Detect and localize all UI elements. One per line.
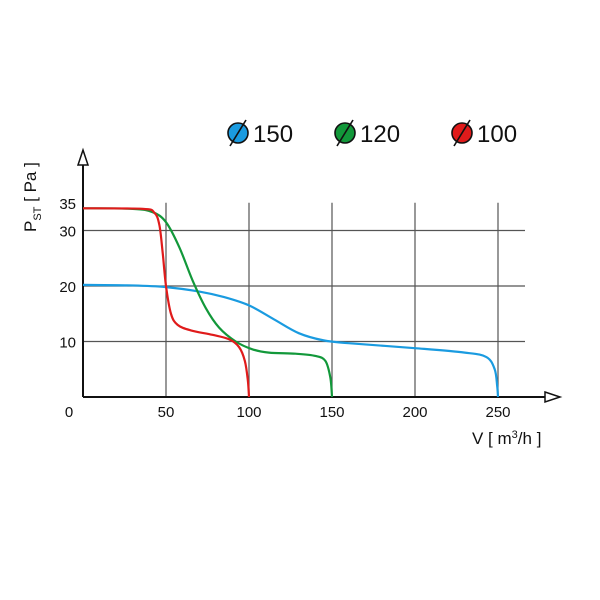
legend-item-120: 120 — [334, 119, 400, 148]
x-tick-label: 100 — [236, 404, 261, 421]
x-tick-label: 250 — [485, 404, 510, 421]
x-tick-label: 150 — [319, 404, 344, 421]
legend-item-100: 100 — [451, 119, 517, 148]
diameter-slash-icon — [229, 119, 247, 147]
series-line-120 — [82, 207, 334, 398]
series-line-150 — [82, 283, 500, 398]
x-tick-label: 0 — [65, 404, 73, 421]
legend-label: 100 — [477, 121, 517, 148]
x-tick-label: 50 — [158, 404, 175, 421]
x-axis-label: V [ m3/h ] — [472, 429, 541, 448]
y-tick-label: 30 — [59, 224, 76, 241]
x-tick-label: 200 — [402, 404, 427, 421]
diameter-slash-icon — [336, 119, 354, 147]
y-tick-label: 10 — [59, 335, 76, 352]
y-tick-label: 20 — [59, 279, 76, 296]
legend-label: 150 — [253, 121, 293, 148]
y-tick-label: 35 — [59, 196, 76, 213]
legend-label: 120 — [360, 121, 400, 148]
diameter-slash-icon — [453, 119, 471, 147]
series-line-100 — [82, 207, 251, 398]
y-axis-label: PST [ Pa ] — [21, 162, 44, 232]
legend-item-150: 150 — [227, 119, 293, 148]
y-axis-arrow-icon — [76, 147, 90, 166]
x-axis-arrow-icon — [544, 390, 563, 404]
